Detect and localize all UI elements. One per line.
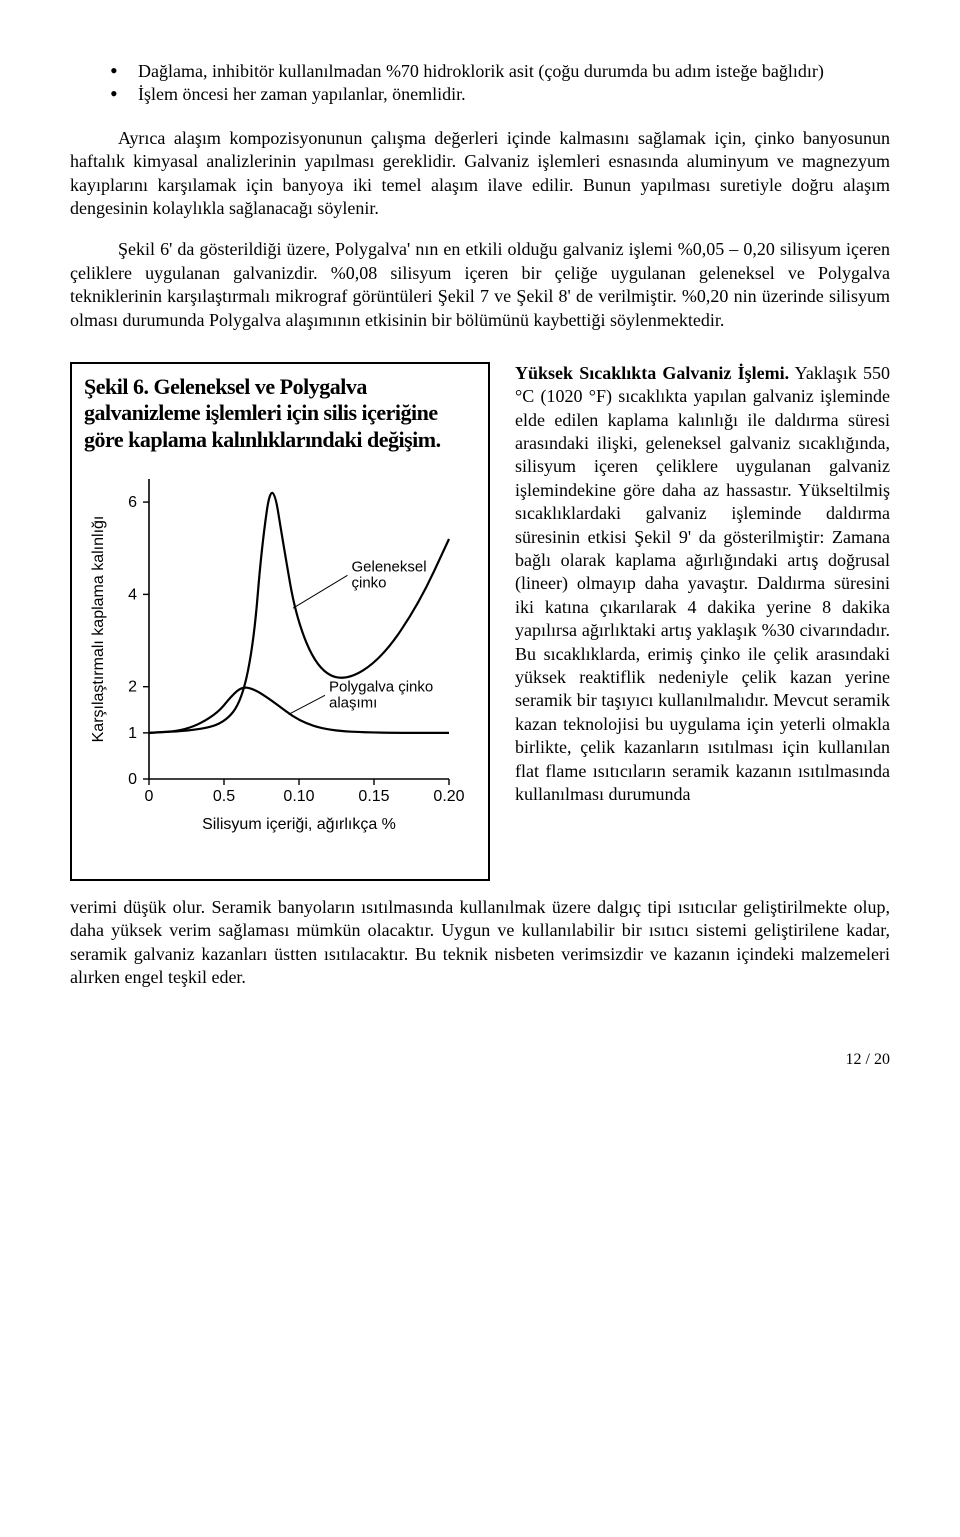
svg-text:0.5: 0.5 <box>213 788 235 805</box>
figure-6-caption: Şekil 6. Geleneksel ve Polygalva galvani… <box>84 374 476 453</box>
svg-text:6: 6 <box>128 494 137 511</box>
side-heading: Yüksek Sıcaklıkta Galvaniz İşlemi. <box>515 363 789 383</box>
svg-text:0.15: 0.15 <box>358 788 389 805</box>
figure-6-chart: 0 1 2 4 6 0 0.5 0.10 0.15 0.20 Silisyum içeriği, a… <box>85 469 475 869</box>
svg-text:4: 4 <box>128 586 137 603</box>
figure-6-box: Şekil 6. Geleneksel ve Polygalva galvani… <box>70 362 490 881</box>
svg-text:Polygalva çinko: Polygalva çinko <box>329 678 433 695</box>
svg-text:Silisyum içeriği, ağırlıkça %: Silisyum içeriği, ağırlıkça % <box>202 816 396 833</box>
svg-text:Geleneksel: Geleneksel <box>352 558 427 575</box>
bullet-item: İşlem öncesi her zaman yapılanlar, öneml… <box>110 83 890 106</box>
figure-side-wrap: Şekil 6. Geleneksel ve Polygalva galvani… <box>70 362 890 990</box>
page-number: 12 / 20 <box>70 1050 890 1071</box>
svg-text:0: 0 <box>128 771 137 788</box>
paragraph-2: Şekil 6' da gösterildiği üzere, Polygalv… <box>70 238 890 332</box>
svg-text:Karşılaştırmalı kaplama kalınl: Karşılaştırmalı kaplama kalınlığı <box>90 516 107 743</box>
svg-text:0.10: 0.10 <box>283 788 314 805</box>
svg-text:0: 0 <box>145 788 154 805</box>
svg-text:2: 2 <box>128 679 137 696</box>
chart-svg: 0 1 2 4 6 0 0.5 0.10 0.15 0.20 Silisyum içeriği, a… <box>85 469 475 869</box>
svg-text:alaşımı: alaşımı <box>329 694 377 711</box>
svg-text:çinko: çinko <box>352 574 387 591</box>
svg-text:0.20: 0.20 <box>433 788 464 805</box>
bullet-item: Dağlama, inhibitör kullanılmadan %70 hid… <box>110 60 890 83</box>
below-paragraph: verimi düşük olur. Seramik banyoların ıs… <box>70 896 890 990</box>
figure-caption-lead: Şekil 6. <box>84 374 148 399</box>
paragraph-1: Ayrıca alaşım kompozisyonunun çalışma de… <box>70 127 890 221</box>
side-body: Yaklaşık 550 °C (1020 °F) sıcaklıkta yap… <box>515 363 890 804</box>
bullet-list: Dağlama, inhibitör kullanılmadan %70 hid… <box>110 60 890 107</box>
svg-text:1: 1 <box>128 725 137 742</box>
